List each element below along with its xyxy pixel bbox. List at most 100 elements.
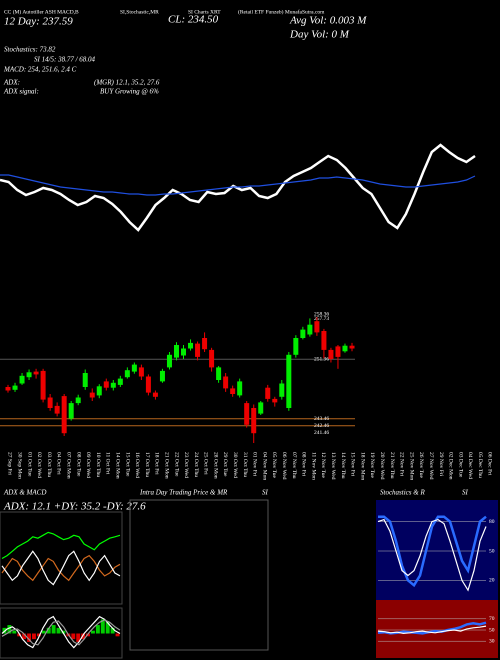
y-tick-label: 50 — [489, 627, 495, 633]
x-tick-label: 03 Oct Thu — [46, 452, 52, 477]
candle-body — [188, 342, 194, 349]
candle-body — [286, 354, 292, 408]
x-tick-label: 08 Oct Tue — [75, 452, 81, 477]
candle-body — [19, 375, 25, 384]
candle-body — [279, 383, 285, 397]
candle-body — [230, 388, 236, 394]
series-line — [377, 518, 487, 592]
candle-body — [138, 367, 144, 377]
candle-body — [300, 329, 306, 338]
header-text: MACD: 254, 251.6, 2.4 C — [3, 66, 77, 74]
header-text: CC (M) Autotiller ASH MACD,B — [4, 8, 79, 15]
x-tick-label: 30 Sep Mon — [17, 452, 23, 479]
candle-body — [181, 348, 187, 356]
candle-body — [173, 345, 179, 358]
candle-body — [293, 338, 299, 355]
header-text: SI Charts XRT — [188, 9, 221, 15]
x-tick-label: 07 Nov Thu — [291, 452, 297, 479]
candle-body — [12, 385, 18, 390]
histogram-bar — [51, 625, 56, 634]
panel-frame — [0, 511, 123, 605]
candle-body — [244, 403, 250, 425]
panel-title: ADX & MACD — [3, 489, 46, 497]
header-text: 12 Day: 237.59 — [4, 16, 73, 28]
x-tick-label: 08 Nov Fri — [301, 452, 307, 477]
panel-frame — [0, 607, 123, 659]
x-tick-label: 21 Oct Mon — [163, 452, 169, 479]
series-line — [378, 515, 487, 588]
candle-body — [265, 387, 271, 399]
panel-background — [376, 500, 498, 600]
y-tick-label: 242.46 — [314, 423, 329, 429]
header-text: CL: 234.50 — [168, 14, 219, 26]
x-tick-label: 29 Nov Fri — [438, 452, 444, 477]
header-text: ADX: — [3, 79, 20, 87]
x-tick-label: 04 Nov Mon — [261, 452, 267, 480]
x-tick-label: 24 Oct Thu — [193, 452, 199, 477]
intraday-box — [129, 499, 269, 651]
candle-body — [110, 382, 116, 388]
candle-body — [54, 405, 60, 414]
header-text: (MGR) 12.1, 35.2, 27.6 — [94, 79, 160, 87]
x-tick-label: 26 Nov Tue — [418, 452, 424, 479]
histogram-bar — [12, 630, 17, 634]
panel-title: Stochastics & R — [380, 489, 425, 497]
x-tick-label: 11 Nov Mon — [310, 452, 316, 480]
candle-body — [68, 403, 74, 419]
x-tick-label: 04 Oct Fri — [56, 452, 62, 475]
candle-body — [40, 370, 46, 400]
candle-body — [131, 364, 137, 372]
candle-body — [5, 387, 11, 391]
candle-body — [61, 396, 67, 434]
histogram-bar — [36, 633, 41, 637]
histogram-bar — [22, 633, 27, 640]
candle-body — [75, 397, 81, 404]
histogram-bar — [105, 622, 110, 634]
candle-body — [26, 372, 32, 378]
candle-body — [33, 371, 39, 375]
panel-title: SI — [462, 489, 469, 497]
series-line — [0, 174, 476, 196]
candle-body — [216, 367, 222, 380]
x-tick-label: 16 Oct Wed — [134, 452, 140, 478]
x-tick-label: 02 Oct Wed — [36, 452, 42, 478]
histogram-bar — [41, 630, 46, 634]
candle-body — [166, 354, 172, 368]
x-tick-label: 21 Nov Thu — [389, 452, 395, 479]
candle-body — [117, 378, 123, 385]
candle-body — [349, 345, 355, 349]
histogram-bar — [81, 633, 86, 640]
x-tick-label: 15 Oct Tue — [124, 452, 130, 477]
x-tick-label: 20 Nov Wed — [379, 452, 385, 480]
x-tick-label: 13 Nov Wed — [330, 452, 336, 480]
x-tick-label: 15 Nov Fri — [350, 452, 356, 477]
candle-body — [251, 408, 257, 434]
header-text: SI 14/5: 38.77 / 68.04 — [34, 56, 96, 64]
x-tick-label: 05 Nov Tue — [271, 452, 277, 479]
histogram-bar — [61, 630, 66, 634]
y-tick-label: 70 — [489, 616, 495, 622]
series-line — [377, 625, 487, 635]
x-tick-label: 14 Oct Mon — [114, 452, 120, 479]
x-tick-label: 25 Oct Fri — [203, 452, 209, 475]
candle-body — [145, 376, 151, 393]
x-tick-label: 01 Nov Fri — [252, 452, 258, 477]
x-tick-label: 31 Oct Thu — [242, 452, 248, 477]
y-tick-label: 251.96 — [314, 357, 329, 363]
series-line — [0, 143, 476, 232]
x-tick-label: 10 Oct Thu — [95, 452, 101, 477]
y-tick-label: 243.46 — [314, 416, 329, 422]
candle-body — [335, 346, 341, 357]
candle-body — [47, 397, 53, 408]
candle-body — [321, 331, 327, 350]
x-tick-label: 19 Nov Tue — [369, 452, 375, 479]
x-tick-label: 03 Dec Tue — [457, 452, 463, 478]
histogram-bar — [76, 633, 81, 642]
histogram-bar — [115, 633, 120, 637]
header-text: Day Vol: 0 M — [289, 29, 350, 41]
series-line — [1, 554, 121, 582]
candle-body — [89, 392, 95, 398]
x-tick-label: 12 Nov Tue — [320, 452, 326, 479]
histogram-bar — [71, 633, 76, 640]
